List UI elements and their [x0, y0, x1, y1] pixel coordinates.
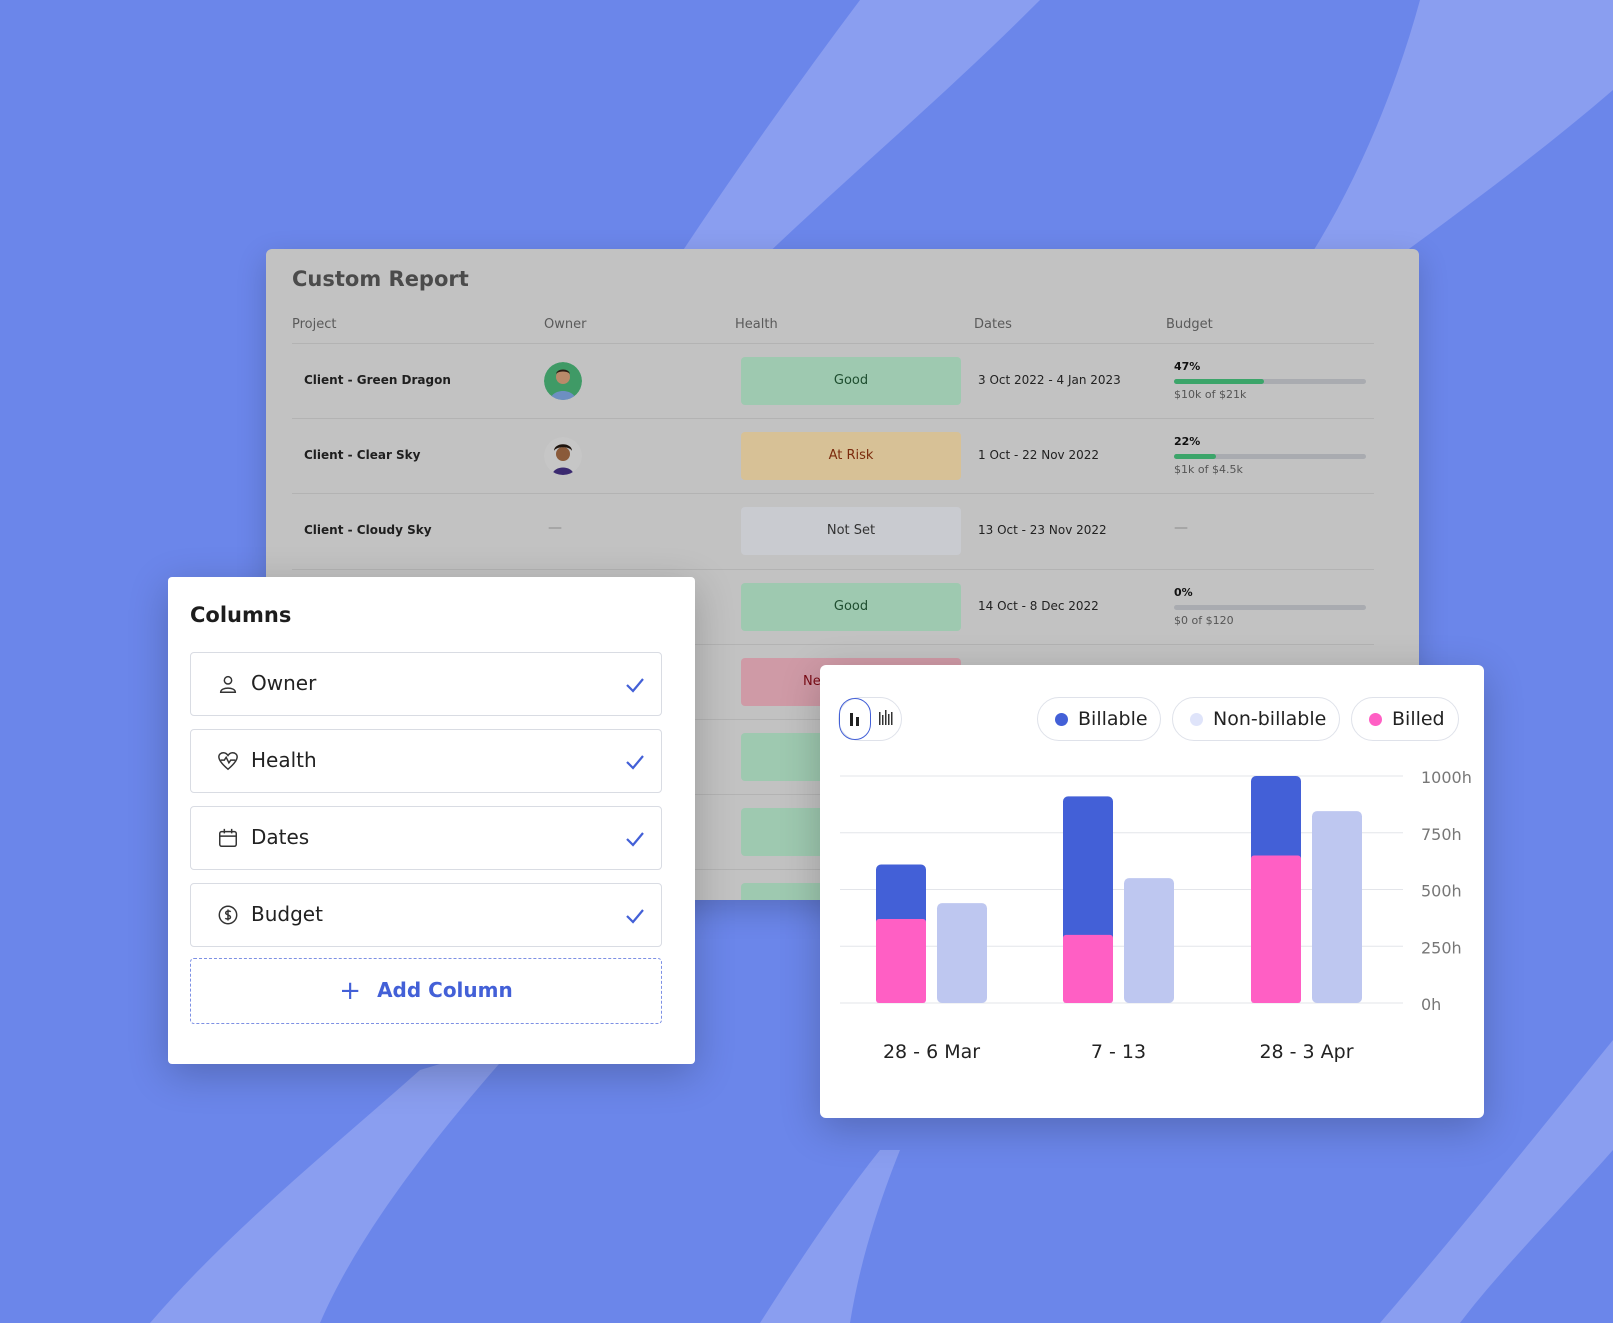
bar-chart: 1000h 750h 500h 250h 0h 28 - 6 Mar 7 - 13 28 - …: [840, 768, 1472, 1063]
column-option-owner[interactable]: Owner: [190, 652, 662, 716]
health-badge: Good: [741, 583, 961, 631]
project-dates: 13 Oct - 23 Nov 2022: [978, 523, 1107, 537]
owner-avatar: [544, 437, 582, 475]
project-dates: 14 Oct - 8 Dec 2022: [978, 599, 1099, 613]
health-badge: Not Set: [741, 507, 961, 555]
legend-non-billable[interactable]: Non-billable: [1172, 697, 1340, 741]
legend-billable[interactable]: Billable: [1037, 697, 1161, 741]
budget-progress-fill: [1174, 454, 1217, 459]
y-tick-label: 750h: [1421, 825, 1462, 844]
x-tick-label: 28 - 3 Apr: [1259, 1041, 1353, 1063]
bar-billed[interactable]: [1063, 934, 1113, 1003]
budget-percent: 22%: [1174, 435, 1201, 448]
bar-non-billable[interactable]: [1312, 811, 1362, 1003]
bar-billed[interactable]: [876, 919, 926, 1003]
budget-empty: —: [1174, 520, 1188, 536]
budget-progress: [1174, 605, 1366, 610]
x-tick-label: 7 - 13: [1091, 1041, 1146, 1063]
budget-progress: [1174, 379, 1366, 384]
legend-dot: [1369, 713, 1382, 726]
table-row[interactable]: Client - Green Dragon Good 3 Oct 2022 - …: [292, 343, 1374, 419]
table-row[interactable]: Client - Clear Sky At Risk 1 Oct - 22 No…: [292, 418, 1374, 494]
bar-chart-toggle[interactable]: [839, 698, 871, 740]
plus-icon: +: [339, 976, 362, 1006]
check-icon[interactable]: [623, 904, 647, 928]
budget-progress: [1174, 454, 1366, 459]
column-option-label: Dates: [251, 825, 310, 849]
check-icon[interactable]: [623, 673, 647, 697]
column-option-dates[interactable]: Dates: [190, 806, 662, 870]
dollar-circle-icon: [218, 905, 238, 925]
bar-non-billable[interactable]: [1124, 878, 1174, 1003]
budget-amount: $0 of $120: [1174, 614, 1234, 627]
columns-title: Columns: [190, 603, 292, 627]
calendar-icon: [219, 828, 237, 847]
header-health: Health: [735, 317, 778, 332]
budget-amount: $1k of $4.5k: [1174, 463, 1243, 476]
legend-dot: [1190, 713, 1203, 726]
y-tick-label: 0h: [1421, 995, 1441, 1014]
owner-avatar: [544, 362, 582, 400]
check-icon[interactable]: [623, 750, 647, 774]
chart-card: Billable Non-billable Billed 1000h 750h 50…: [820, 665, 1484, 1118]
x-tick-label: 28 - 6 Mar: [883, 1041, 980, 1063]
stacked-chart-icon[interactable]: [871, 698, 901, 738]
health-badge: Good: [741, 357, 961, 405]
table-row[interactable]: Good 14 Oct - 8 Dec 2022 0% $0 of $120: [292, 569, 1374, 645]
legend-billed[interactable]: Billed: [1351, 697, 1459, 741]
column-option-budget[interactable]: Budget: [190, 883, 662, 947]
column-option-label: Owner: [251, 671, 317, 695]
y-tick-label: 500h: [1421, 882, 1462, 901]
column-option-label: Health: [251, 748, 317, 772]
owner-empty: —: [548, 520, 562, 536]
bar-chart-icon: [850, 713, 859, 726]
health-badge: At Risk: [741, 432, 961, 480]
table-row[interactable]: Client - Cloudy Sky — Not Set 13 Oct - 2…: [292, 493, 1374, 569]
chart-view-toggle[interactable]: [838, 697, 902, 741]
column-option-label: Budget: [251, 902, 323, 926]
report-title: Custom Report: [292, 267, 469, 291]
bar-billed[interactable]: [1251, 855, 1301, 1003]
header-dates: Dates: [974, 317, 1012, 332]
project-name: Client - Green Dragon: [304, 373, 451, 387]
project-name: Client - Cloudy Sky: [304, 523, 432, 537]
user-icon: [219, 675, 237, 693]
budget-percent: 47%: [1174, 360, 1201, 373]
header-owner: Owner: [544, 317, 587, 332]
header-project: Project: [292, 317, 337, 332]
legend-label: Non-billable: [1213, 708, 1327, 730]
header-budget: Budget: [1166, 317, 1213, 332]
legend-label: Billable: [1078, 708, 1148, 730]
add-column-label: Add Column: [377, 978, 513, 1002]
project-dates: 1 Oct - 22 Nov 2022: [978, 448, 1100, 462]
project-name: Client - Clear Sky: [304, 448, 421, 462]
budget-progress-fill: [1174, 379, 1265, 384]
budget-amount: $10k of $21k: [1174, 388, 1247, 401]
y-tick-label: 250h: [1421, 938, 1462, 957]
add-column-button[interactable]: + Add Column: [190, 958, 662, 1024]
y-tick-label: 1000h: [1421, 768, 1472, 787]
budget-percent: 0%: [1174, 586, 1193, 599]
bar-non-billable[interactable]: [937, 903, 987, 1003]
heart-pulse-icon: [218, 752, 238, 771]
columns-panel: Columns Owner Health Dates Budget + Add C…: [168, 577, 695, 1064]
check-icon[interactable]: [623, 827, 647, 851]
legend-label: Billed: [1392, 708, 1445, 730]
legend-dot: [1055, 713, 1068, 726]
project-dates: 3 Oct 2022 - 4 Jan 2023: [978, 373, 1121, 387]
column-option-health[interactable]: Health: [190, 729, 662, 793]
